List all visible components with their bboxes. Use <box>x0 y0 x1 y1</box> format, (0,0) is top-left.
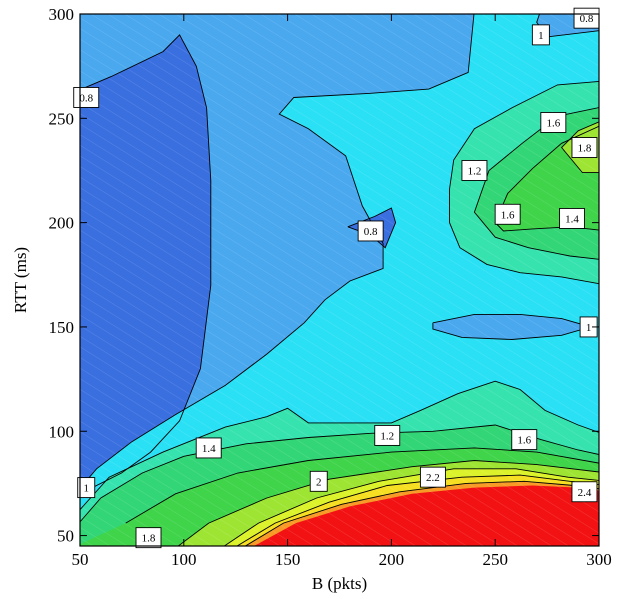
contour-label-text: 1 <box>538 30 544 42</box>
contour-line <box>560 121 599 174</box>
contour-label-box <box>531 24 550 46</box>
contour-line <box>80 14 475 489</box>
contour-label-box <box>357 220 384 242</box>
contour-label-text: 2.2 <box>426 472 440 484</box>
contour-line <box>449 81 599 285</box>
contour-line <box>125 447 599 524</box>
contour-line <box>80 380 599 511</box>
contour-label-text: 1.2 <box>468 165 482 177</box>
contour-label-text: 1.2 <box>380 430 394 442</box>
contour-label: 1.8 <box>571 137 598 158</box>
x-tick-label: 50 <box>72 550 89 569</box>
contour-label-text: 1.6 <box>517 435 531 447</box>
contour-label: 2.2 <box>419 466 446 488</box>
contour-label: 0.8 <box>573 7 600 29</box>
contour-label-text: 1.8 <box>578 143 592 155</box>
contour-label-text: 0.8 <box>79 92 93 104</box>
contour-label: 1.2 <box>374 424 401 446</box>
contour-label-text: 0.8 <box>580 13 594 25</box>
x-tick-label: 300 <box>586 550 612 569</box>
contour-label-box <box>494 203 521 225</box>
contour-label-text: 1 <box>83 483 89 495</box>
contour-label: 1.6 <box>494 203 521 225</box>
contour-label-text: 2.4 <box>578 487 592 499</box>
contour-line <box>432 313 593 340</box>
contour-label-box <box>135 527 162 549</box>
y-tick-label: 150 <box>49 318 75 337</box>
contour-label-text: 1.8 <box>142 533 156 545</box>
contour-label-text: 0.8 <box>364 226 378 238</box>
contour-lines <box>80 14 599 546</box>
contour-label-box <box>309 470 328 492</box>
contour-label-box <box>374 424 401 446</box>
contour-label-text: 2 <box>316 476 322 488</box>
contour-label: 1.6 <box>540 112 567 133</box>
y-tick-label: 200 <box>49 214 75 233</box>
contour-label: 1.2 <box>461 160 488 181</box>
contour-label: 1.8 <box>135 527 162 549</box>
contour-label-text: 1 <box>586 322 592 334</box>
contour-label-box <box>540 112 567 133</box>
contour-label-text: 1.6 <box>501 209 515 221</box>
y-tick-label: 100 <box>49 422 75 441</box>
contour-label: 1 <box>531 24 550 46</box>
contour-labels: 0.8 0.8 0.8 1 1 1 1.2 1.2 1.4 1.4 1.6 1.6 1.6 1.8 1.8 2… <box>73 7 600 549</box>
contour-label-box <box>461 160 488 181</box>
contour-label: 1.4 <box>195 437 222 459</box>
x-tick-label: 200 <box>379 550 405 569</box>
contour-line <box>177 460 599 546</box>
y-tick-label: 250 <box>49 109 75 128</box>
contour-line <box>223 468 599 546</box>
y-axis-label: RTT (ms) <box>11 247 30 313</box>
contour-label-box <box>559 208 585 229</box>
contour-label: 0.8 <box>73 87 100 108</box>
contour-label-text: 1.6 <box>546 117 560 129</box>
contour-label: 1 <box>77 477 96 499</box>
contour-label-text: 1.4 <box>565 213 579 225</box>
contour-label-box <box>571 137 598 158</box>
contour-label: 1.4 <box>559 208 585 229</box>
plot-texture <box>80 14 599 546</box>
contour-label-box <box>419 466 446 488</box>
y-tick-label: 300 <box>49 5 75 24</box>
contour-label: 0.8 <box>357 220 384 242</box>
x-axis-label: B (pkts) <box>312 574 367 593</box>
axes: 50 100 150 200 250 300 50 100 150 200 250 300 <box>49 5 612 569</box>
contour-label-box <box>511 429 538 451</box>
contour-line <box>80 424 599 523</box>
y-tick-label: 50 <box>57 527 74 546</box>
contour-label-text: 1.4 <box>202 443 216 455</box>
contour-label-box <box>195 437 222 459</box>
plot-frame <box>79 13 600 547</box>
x-tick-label: 150 <box>275 550 301 569</box>
x-tick-label: 250 <box>482 550 508 569</box>
x-tick-label: 100 <box>171 550 197 569</box>
contour-label: 2.4 <box>571 481 598 503</box>
contour-label: 2 <box>309 470 328 492</box>
contour-label-box <box>77 477 96 499</box>
contour-label: 1.6 <box>511 429 538 451</box>
contour-label-box <box>571 481 598 503</box>
